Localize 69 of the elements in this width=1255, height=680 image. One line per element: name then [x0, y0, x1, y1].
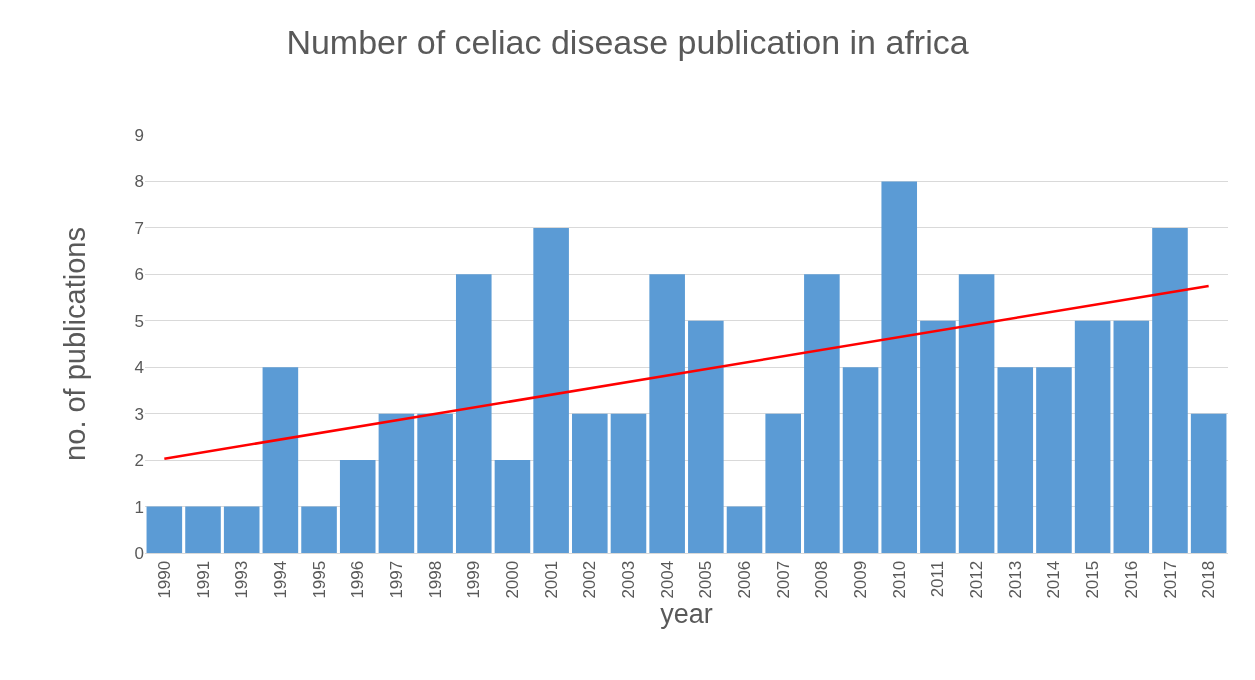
- x-tick-label: 1997: [386, 560, 406, 599]
- bar: [572, 413, 608, 553]
- y-tick-label: 1: [134, 497, 144, 517]
- x-tick-label: 2008: [812, 560, 832, 599]
- y-tick-label: 5: [134, 311, 144, 331]
- bar: [610, 413, 647, 553]
- x-tick-label: 2004: [657, 560, 677, 599]
- x-tick-label: 2012: [967, 560, 987, 599]
- x-tick-label: 1995: [309, 560, 329, 599]
- x-tick-label: 2007: [773, 560, 793, 599]
- bar: [1190, 413, 1227, 553]
- x-tick-label: 2006: [735, 560, 755, 599]
- bar: [185, 506, 221, 553]
- x-tick-label: 2010: [889, 560, 909, 599]
- bar: [223, 506, 260, 553]
- bar: [1113, 320, 1150, 553]
- bar: [765, 413, 801, 553]
- x-tick-label: 1991: [193, 560, 213, 599]
- bar: [455, 274, 492, 553]
- bar: [378, 413, 415, 553]
- x-tick-label: 1994: [270, 560, 290, 599]
- bar: [1036, 367, 1072, 553]
- x-tick-label: 2009: [851, 560, 871, 599]
- bar: [417, 413, 453, 553]
- y-tick-label: 6: [134, 265, 144, 285]
- y-tick-label: 8: [134, 172, 144, 192]
- x-tick-label: 2005: [696, 560, 716, 599]
- bar: [262, 367, 299, 553]
- bar: [494, 460, 531, 553]
- x-tick-label: 1998: [425, 560, 445, 599]
- x-tick-label: 2018: [1199, 560, 1219, 599]
- bar: [301, 506, 337, 553]
- y-tick-label: 4: [134, 358, 144, 378]
- bar: [533, 227, 569, 553]
- bar: [1152, 227, 1188, 553]
- bar: [958, 274, 995, 553]
- y-tick-label: 3: [134, 404, 144, 424]
- bar: [804, 274, 840, 553]
- bar: [997, 367, 1034, 553]
- bar: [339, 460, 376, 553]
- x-tick-label: 1996: [348, 560, 368, 599]
- bar: [1074, 320, 1111, 553]
- x-tick-label: 2015: [1083, 560, 1103, 599]
- y-tick-label: 7: [134, 218, 144, 238]
- x-tick-label: 2002: [580, 560, 600, 599]
- bar: [881, 181, 918, 553]
- bar: [688, 320, 724, 553]
- x-tick-label: 1990: [154, 560, 174, 599]
- y-tick-label: 0: [134, 543, 144, 563]
- x-tick-label: 2017: [1160, 560, 1180, 599]
- bar: [649, 274, 685, 553]
- y-axis-title: no. of publications: [58, 227, 91, 461]
- y-tick-label: 9: [134, 125, 144, 145]
- x-tick-label: 2001: [541, 560, 561, 599]
- y-tick-label: 2: [134, 451, 144, 471]
- bar: [726, 506, 763, 553]
- x-axis-title: year: [660, 599, 713, 630]
- x-tick-label: 1993: [232, 560, 252, 599]
- x-tick-label: 2016: [1121, 560, 1141, 599]
- x-tick-label: 2003: [619, 560, 639, 599]
- x-tick-label: 2011: [928, 560, 948, 598]
- chart-title: Number of celiac disease publication in africa: [286, 23, 969, 62]
- x-tick-label: 2014: [1044, 560, 1064, 599]
- bar: [842, 367, 879, 553]
- x-tick-label: 2000: [502, 560, 522, 599]
- bar: [146, 506, 183, 553]
- bar: [920, 320, 956, 553]
- x-tick-label: 2013: [1005, 560, 1025, 599]
- x-tick-label: 1999: [464, 560, 484, 599]
